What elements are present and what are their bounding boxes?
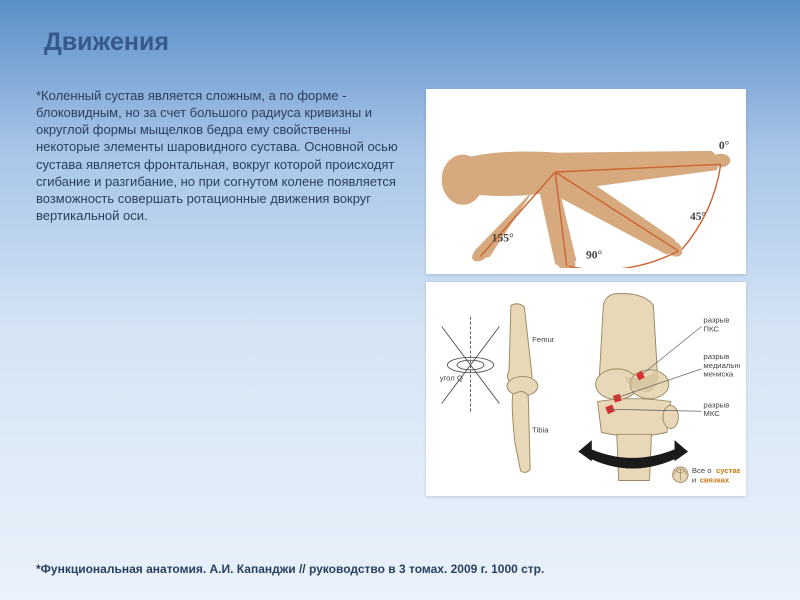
text-column: *Коленный сустав является сложным, а по … [36, 87, 406, 496]
figure-column: 0° 45° 90° 155° [426, 87, 764, 496]
figure-knee-flexion: 0° 45° 90° 155° [426, 89, 746, 274]
body-paragraph: *Коленный сустав является сложным, а по … [36, 87, 406, 224]
angle-label-90: 90° [586, 250, 603, 262]
label-femur: Femur [532, 335, 555, 344]
content-row: *Коленный сустав является сложным, а по … [36, 87, 764, 496]
label-tibia: Tibia [532, 426, 549, 435]
label-angle-q: угол Q [440, 374, 463, 383]
angle-label-45: 45° [690, 211, 707, 223]
svg-text:и: и [692, 476, 696, 485]
angle-label-0: 0° [719, 140, 730, 152]
slide-title: Движения [44, 28, 764, 57]
svg-text:Все о: Все о [692, 466, 712, 475]
svg-text:связках: связках [700, 476, 730, 485]
svg-text:суставах: суставах [716, 466, 740, 475]
knee-flexion-svg: 0° 45° 90° 155° [432, 95, 740, 268]
angle-label-155: 155° [492, 232, 514, 244]
knee-anatomy-svg: угол Q Femur Tibia [432, 288, 740, 490]
footnote: *Функциональная анатомия. А.И. Капанджи … [36, 562, 764, 576]
figure-knee-anatomy: угол Q Femur Tibia [426, 282, 746, 496]
